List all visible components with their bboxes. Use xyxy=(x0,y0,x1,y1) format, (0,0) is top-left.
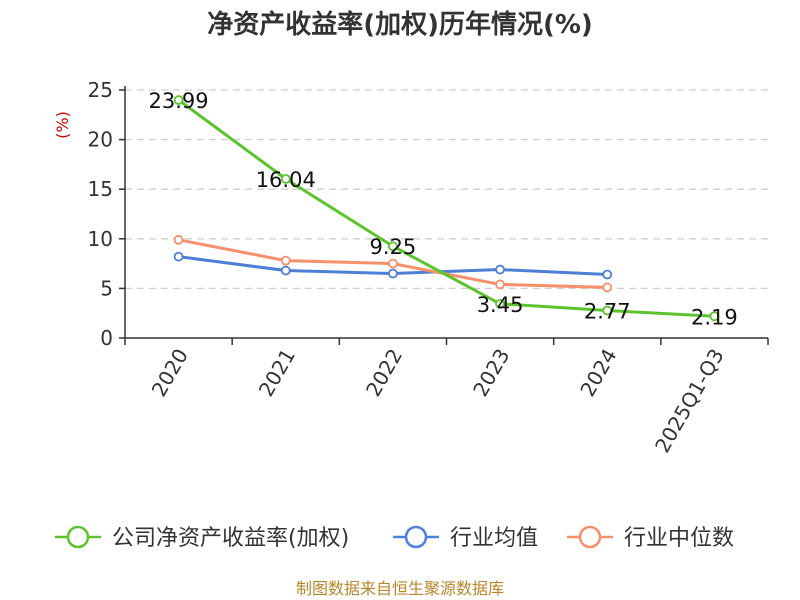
data-point[interactable] xyxy=(280,265,291,276)
data-point[interactable] xyxy=(173,251,184,262)
legend-swatch-marker xyxy=(66,525,90,549)
data-point[interactable] xyxy=(388,241,398,252)
data-point[interactable] xyxy=(495,279,505,290)
y-axis-label: (%) xyxy=(53,111,72,139)
y-tick-label: 10 xyxy=(88,227,113,251)
data-point[interactable] xyxy=(173,95,184,105)
x-tick-label: 2025Q1-Q3 xyxy=(650,345,729,457)
y-tick-label: 20 xyxy=(88,128,113,152)
source-note: 制图数据来自恒生聚源数据库 xyxy=(296,579,504,598)
x-tick-label: 2022 xyxy=(361,345,407,401)
y-tick-label: 5 xyxy=(100,276,113,300)
data-point[interactable] xyxy=(709,311,720,322)
grid-lines xyxy=(125,89,768,290)
data-label: 16.04 xyxy=(256,168,316,192)
legend[interactable]: 公司净资产收益率(加权) 行业均值 行业中位数 xyxy=(55,525,734,551)
data-point[interactable] xyxy=(602,269,613,280)
data-label: 2.77 xyxy=(584,300,631,324)
data-point[interactable] xyxy=(602,282,613,293)
legend-item-0[interactable]: 公司净资产收益率(加权) xyxy=(55,525,349,551)
data-point[interactable] xyxy=(495,264,505,275)
x-tick-label: 2021 xyxy=(254,345,300,401)
data-label: 3.45 xyxy=(477,293,524,317)
legend-item-1[interactable]: 行业均值 xyxy=(393,525,538,551)
data-label: 2.19 xyxy=(691,305,738,329)
y-tick-label: 25 xyxy=(88,78,113,102)
x-tick-label: 2020 xyxy=(147,345,193,401)
data-labels: 23.99 16.04 9.25 3.45 2.77 2.19 xyxy=(149,89,738,329)
data-point[interactable] xyxy=(388,268,398,279)
x-tick-label: 2023 xyxy=(468,345,514,401)
data-point[interactable] xyxy=(602,305,613,316)
y-tick-label: 0 xyxy=(100,326,113,350)
data-point[interactable] xyxy=(495,298,505,309)
y-tick-label: 15 xyxy=(88,177,113,201)
data-label: 9.25 xyxy=(370,235,417,259)
axes: 0 5 10 15 20 25 2020 2021 2022 2023 2024 2025Q1-Q3 xyxy=(88,78,769,457)
legend-swatch-marker xyxy=(578,525,602,549)
data-point[interactable] xyxy=(280,173,291,184)
chart-title: 净资产收益率(加权)历年情况(%) xyxy=(207,9,593,40)
data-label: 23.99 xyxy=(149,89,209,113)
legend-label: 行业均值 xyxy=(450,526,538,551)
legend-item-2[interactable]: 行业中位数 xyxy=(567,525,734,551)
series-lines xyxy=(173,95,720,322)
data-point[interactable] xyxy=(173,234,184,245)
x-tick-label: 2024 xyxy=(575,345,621,401)
legend-swatch-marker xyxy=(404,525,428,549)
legend-label: 行业中位数 xyxy=(624,526,734,551)
data-point[interactable] xyxy=(280,255,291,266)
data-point[interactable] xyxy=(388,258,398,269)
series-line-0 xyxy=(177,98,715,318)
legend-label: 公司净资产收益率(加权) xyxy=(112,526,349,551)
